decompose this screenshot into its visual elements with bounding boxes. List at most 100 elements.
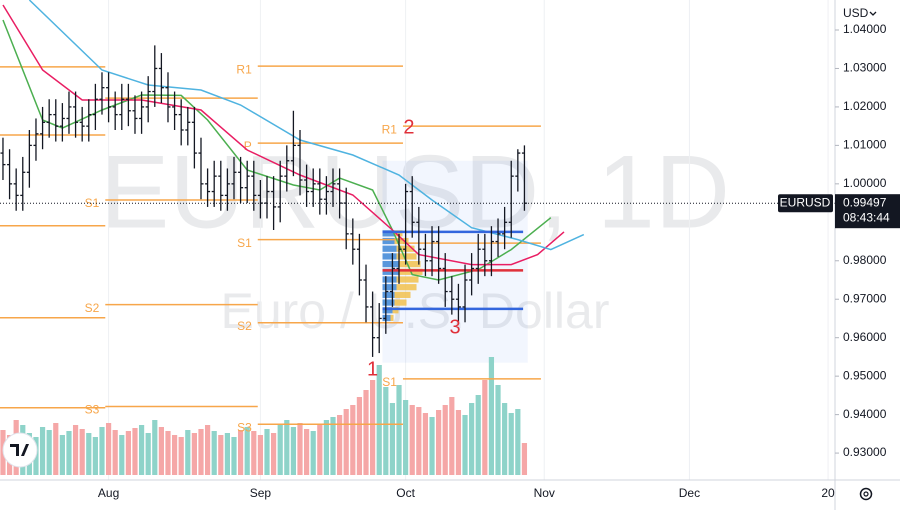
- volume-bar: [422, 413, 429, 475]
- price-tag: [835, 194, 900, 229]
- y-tick-label: 1.02000: [843, 99, 887, 113]
- volume-bar: [185, 430, 191, 475]
- volume-bar: [442, 405, 448, 475]
- symbol-tag: [778, 194, 833, 213]
- settings-gear[interactable]: [859, 487, 873, 501]
- logo-circle: [2, 432, 38, 468]
- volume-bar: [264, 429, 270, 475]
- x-tick-label: Nov: [534, 486, 555, 500]
- volume-bar: [152, 420, 158, 475]
- pivot-label: S3: [85, 403, 100, 417]
- profile-bar-up: [392, 307, 399, 314]
- volume-bar: [271, 433, 277, 475]
- x-tick-label: 20: [821, 486, 835, 500]
- volume-bar: [482, 380, 488, 475]
- volume-bar: [416, 407, 422, 475]
- pivot-label: S1: [85, 196, 100, 210]
- y-tick-label: 1.00000: [843, 176, 887, 190]
- profile-bar-up: [394, 299, 407, 306]
- volume-bar: [251, 431, 257, 475]
- volume-bar: [350, 405, 356, 475]
- volume-bar: [337, 415, 343, 475]
- profile-bar-down: [382, 291, 395, 298]
- volume-bar: [99, 427, 105, 475]
- volume-bar: [204, 425, 211, 475]
- volume-bar: [356, 397, 363, 475]
- volume-bar: [330, 417, 336, 475]
- y-tick-label: 0.97000: [843, 291, 887, 305]
- volume-bar: [389, 403, 396, 475]
- profile-bar-up: [394, 237, 409, 245]
- volume-bar: [310, 431, 316, 475]
- profile-bar-down: [382, 314, 391, 322]
- price-tag-label: 0.99497: [843, 195, 887, 209]
- volume-bar: [403, 400, 409, 475]
- profile-bar-up: [396, 284, 417, 291]
- pivot-label: P: [244, 139, 252, 153]
- volume-bar: [198, 429, 204, 475]
- volume-bar: [237, 430, 244, 475]
- volume-bar: [277, 425, 283, 475]
- profile-bar-down: [382, 237, 395, 245]
- profile-bar-down: [382, 253, 397, 260]
- y-tick-label: 1.03000: [843, 61, 887, 75]
- gear-hub[interactable]: [863, 491, 869, 497]
- volume-bar: [158, 427, 164, 475]
- volume-bar: [521, 443, 528, 475]
- volume-bar: [191, 433, 197, 475]
- volume-bar: [46, 430, 52, 475]
- volume-bar: [79, 429, 85, 475]
- volume-bar: [409, 405, 415, 475]
- volume-bar: [396, 385, 402, 475]
- volume-bar: [323, 420, 330, 475]
- volume-bar: [383, 387, 389, 475]
- y-tick-label: 0.94000: [843, 407, 887, 421]
- y-tick-label: 0.98000: [843, 253, 887, 267]
- volume-bar: [304, 429, 310, 475]
- pivot-label: S3: [237, 420, 252, 434]
- profile-bar-down: [382, 261, 399, 268]
- y-tick-label: 0.96000: [843, 330, 887, 344]
- volume-bar: [515, 409, 521, 475]
- volume-bar: [429, 417, 435, 475]
- volume-bar: [488, 357, 495, 475]
- profile-bar-down: [382, 284, 397, 291]
- profile-bar-down: [382, 276, 397, 283]
- volume-bar: [39, 427, 46, 475]
- profile-bar-down: [382, 245, 397, 252]
- profile-bar-up: [394, 230, 403, 237]
- profile-bar-down: [382, 268, 399, 275]
- volume-bar: [317, 425, 323, 475]
- volume-bar: [363, 390, 369, 475]
- volume-bar: [231, 437, 237, 475]
- profile-bar-up: [390, 314, 394, 322]
- volume-bar: [178, 437, 184, 475]
- volume-bar: [218, 435, 224, 475]
- volume-bar: [449, 397, 455, 475]
- volume-bar: [495, 385, 501, 475]
- symbol-tag-label: EURUSD: [780, 195, 831, 209]
- currency-selector[interactable]: USD: [843, 6, 869, 20]
- countdown: 08:43:44: [843, 210, 890, 224]
- gear-ring[interactable]: [859, 487, 873, 501]
- currency-chevron[interactable]: [869, 11, 877, 16]
- volume-bar: [53, 423, 59, 475]
- volume-bar: [290, 427, 297, 475]
- y-tick-label: 0.93000: [843, 445, 887, 459]
- volume-bar: [211, 431, 217, 475]
- x-tick-label: Aug: [98, 486, 119, 500]
- profile-bar-down: [382, 299, 395, 306]
- pivot-label: S2: [85, 301, 100, 315]
- profile-bar-down: [382, 230, 395, 237]
- pivot-label: R1: [382, 122, 398, 136]
- volume-bar: [72, 425, 79, 475]
- volume-bar: [502, 403, 508, 475]
- volume-bar: [224, 433, 230, 475]
- pivot-label: S1: [382, 375, 397, 389]
- y-tick-label: 1.01000: [843, 138, 887, 152]
- volume-bar: [343, 409, 349, 475]
- annotation: 1: [367, 359, 378, 381]
